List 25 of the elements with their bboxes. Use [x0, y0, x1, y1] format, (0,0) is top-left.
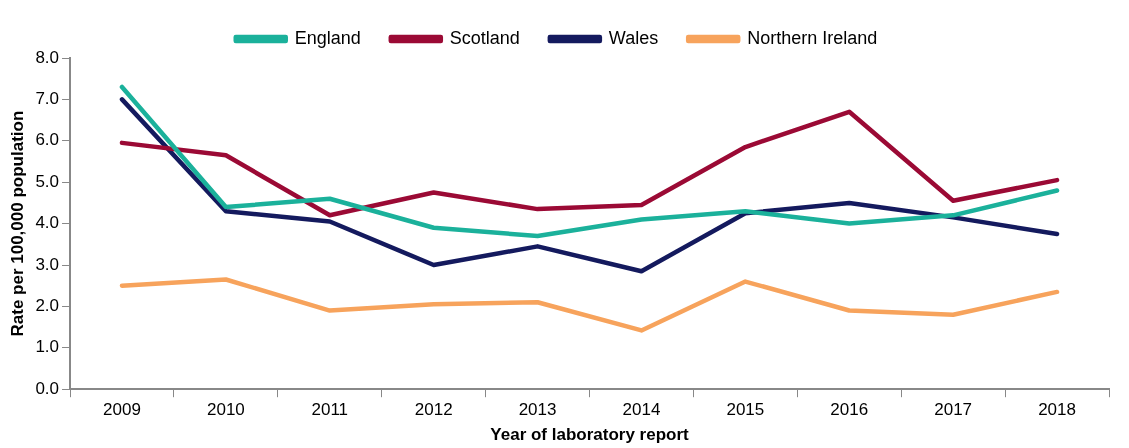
x-tick-label: 2013: [518, 400, 557, 420]
y-tick-label: 4.0: [35, 213, 60, 233]
legend-label: Wales: [608, 27, 659, 48]
x-tick-label: 2009: [103, 400, 141, 420]
y-tick-label: 7.0: [35, 89, 60, 109]
y-tick-label: 1.0: [35, 337, 60, 357]
x-axis-title: Year of laboratory report: [490, 425, 690, 445]
x-tick-label: 2012: [414, 400, 453, 420]
y-axis-title: Rate per 100,000 population: [7, 110, 27, 337]
y-tick-label: 5.0: [35, 171, 60, 191]
y-tick-label: 8.0: [35, 47, 60, 67]
legend-label: England: [294, 27, 361, 48]
x-tick-label: 2016: [830, 400, 869, 420]
y-tick-label: 2.0: [35, 296, 60, 316]
y-tick-label: 0.0: [35, 378, 60, 398]
legend-label: Scotland: [449, 27, 520, 48]
x-tick-label: 2015: [726, 400, 765, 420]
x-tick-label: 2014: [622, 400, 661, 420]
x-tick-label: 2017: [934, 400, 973, 420]
legend-label: Northern Ireland: [747, 27, 878, 48]
x-tick-label: 2018: [1038, 400, 1076, 420]
y-tick-label: 3.0: [35, 254, 60, 274]
x-tick-label: 2010: [206, 400, 245, 420]
y-tick-label: 6.0: [35, 130, 60, 150]
x-tick-label: 2011: [311, 400, 349, 420]
